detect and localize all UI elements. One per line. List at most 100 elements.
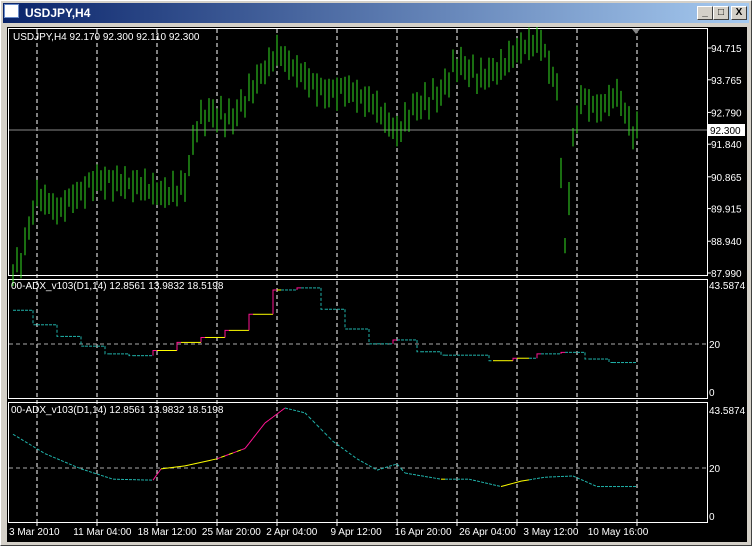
adx-segment [276, 410, 282, 415]
adx-segment [80, 468, 86, 471]
time-label: 3 Mar 2010 [9, 527, 60, 538]
adx-segment [232, 450, 238, 454]
time-label: 11 Mar 04:00 [73, 527, 132, 538]
adx-segment [572, 475, 578, 479]
minimize-button[interactable]: _ [697, 6, 713, 20]
adx-segment [560, 351, 565, 354]
adx-segment [536, 353, 541, 359]
adx-segment [428, 476, 434, 479]
adx-segment [348, 452, 354, 457]
window-title: USDJPY,H4 [25, 6, 91, 20]
adx-segment [56, 458, 62, 461]
adx-segment [404, 472, 410, 475]
adx-segment [332, 440, 338, 445]
adx-segment [504, 483, 510, 486]
adx-segment [84, 469, 90, 472]
adx-segment [224, 453, 230, 457]
time-label: 16 Apr 20:00 [395, 527, 452, 538]
adx-segment [488, 355, 493, 362]
adx-segment [580, 479, 586, 482]
adx-segment [268, 416, 274, 421]
close-button[interactable]: X [731, 6, 747, 20]
adx-segment [512, 357, 517, 361]
adx-segment [292, 409, 298, 412]
adx-segment [156, 468, 162, 475]
adx2-max: 43.5874 [709, 406, 746, 417]
adx-segment [584, 352, 589, 360]
current-price-label: 92.300 [710, 126, 741, 137]
adx-segment [200, 336, 205, 343]
adx-segment [236, 449, 242, 452]
adx-segment [220, 455, 226, 458]
adx-segment [344, 449, 350, 454]
adx-segment [316, 424, 322, 430]
adx-segment [260, 422, 266, 429]
adx-header-1: 00-ADX_v103(D1,14) 12.8561 13.9832 18.51… [11, 281, 224, 292]
adx-segment [304, 412, 310, 418]
adx-segment [296, 287, 301, 290]
adx-segment [392, 463, 398, 466]
adx-segment [484, 482, 490, 485]
title-bar[interactable]: USDJPY,H4 [3, 3, 749, 23]
chart-area[interactable]: USDJPY,H4 92.170 92.300 92.110 92.300 00… [7, 27, 747, 542]
adx-segment [584, 480, 590, 484]
time-label: 2 Apr 04:00 [266, 527, 318, 538]
adx-segment [92, 472, 98, 475]
shift-marker-icon[interactable] [632, 29, 640, 34]
time-label: 18 Mar 12:00 [138, 527, 197, 538]
adx-segment [224, 329, 229, 338]
price-label: 87.990 [711, 269, 742, 280]
chart-app-icon [4, 4, 19, 18]
adx-segment [524, 479, 530, 481]
adx-segment [244, 443, 250, 449]
adx-segment [392, 339, 397, 344]
adx-segment [76, 466, 82, 470]
adx-segment [532, 478, 538, 480]
adx-segment [272, 413, 278, 418]
adx-segment [196, 461, 202, 464]
adx-segment [416, 474, 422, 477]
adx-segment [420, 475, 426, 477]
adx-segment [364, 462, 370, 467]
adx-segment [520, 479, 526, 482]
price-label: 90.865 [711, 173, 742, 184]
adx2-mid: 20 [709, 464, 721, 475]
adx-segment [488, 483, 494, 486]
adx-segment [424, 475, 430, 478]
adx-segment [40, 450, 46, 455]
price-label: 89.915 [711, 205, 742, 216]
adx-segment [108, 477, 114, 480]
adx-segment [204, 460, 210, 462]
adx-segment [296, 410, 302, 413]
adx-segment [184, 464, 190, 467]
adx-segment [88, 470, 94, 474]
time-label: 25 Mar 20:00 [202, 527, 261, 538]
panel-frame-2 [8, 402, 708, 523]
adx-segment [608, 359, 613, 364]
adx-segment [128, 353, 133, 357]
adx-segment [508, 482, 514, 485]
adx-segment [60, 459, 66, 463]
adx-segment [216, 456, 222, 460]
adx-segment [256, 427, 262, 434]
adx-segment [512, 481, 518, 484]
adx-segment [480, 481, 486, 484]
adx-segment [36, 448, 42, 452]
chart-canvas[interactable]: USDJPY,H4 92.170 92.300 92.110 92.300 00… [7, 27, 747, 542]
adx-segment [476, 480, 482, 483]
maximize-button[interactable]: □ [713, 6, 729, 20]
adx-segment [24, 441, 30, 445]
adx-segment [312, 420, 318, 426]
adx-segment [264, 419, 270, 424]
adx1-mid: 20 [709, 340, 721, 351]
adx-segment [368, 328, 373, 345]
adx-segment [344, 309, 349, 330]
adx-segment [592, 484, 598, 487]
adx-segment [320, 287, 325, 310]
adx-segment [96, 473, 102, 476]
adx-segment [240, 448, 246, 451]
adx-segment [352, 455, 358, 460]
adx-segment [228, 452, 234, 455]
adx-segment [328, 436, 334, 442]
